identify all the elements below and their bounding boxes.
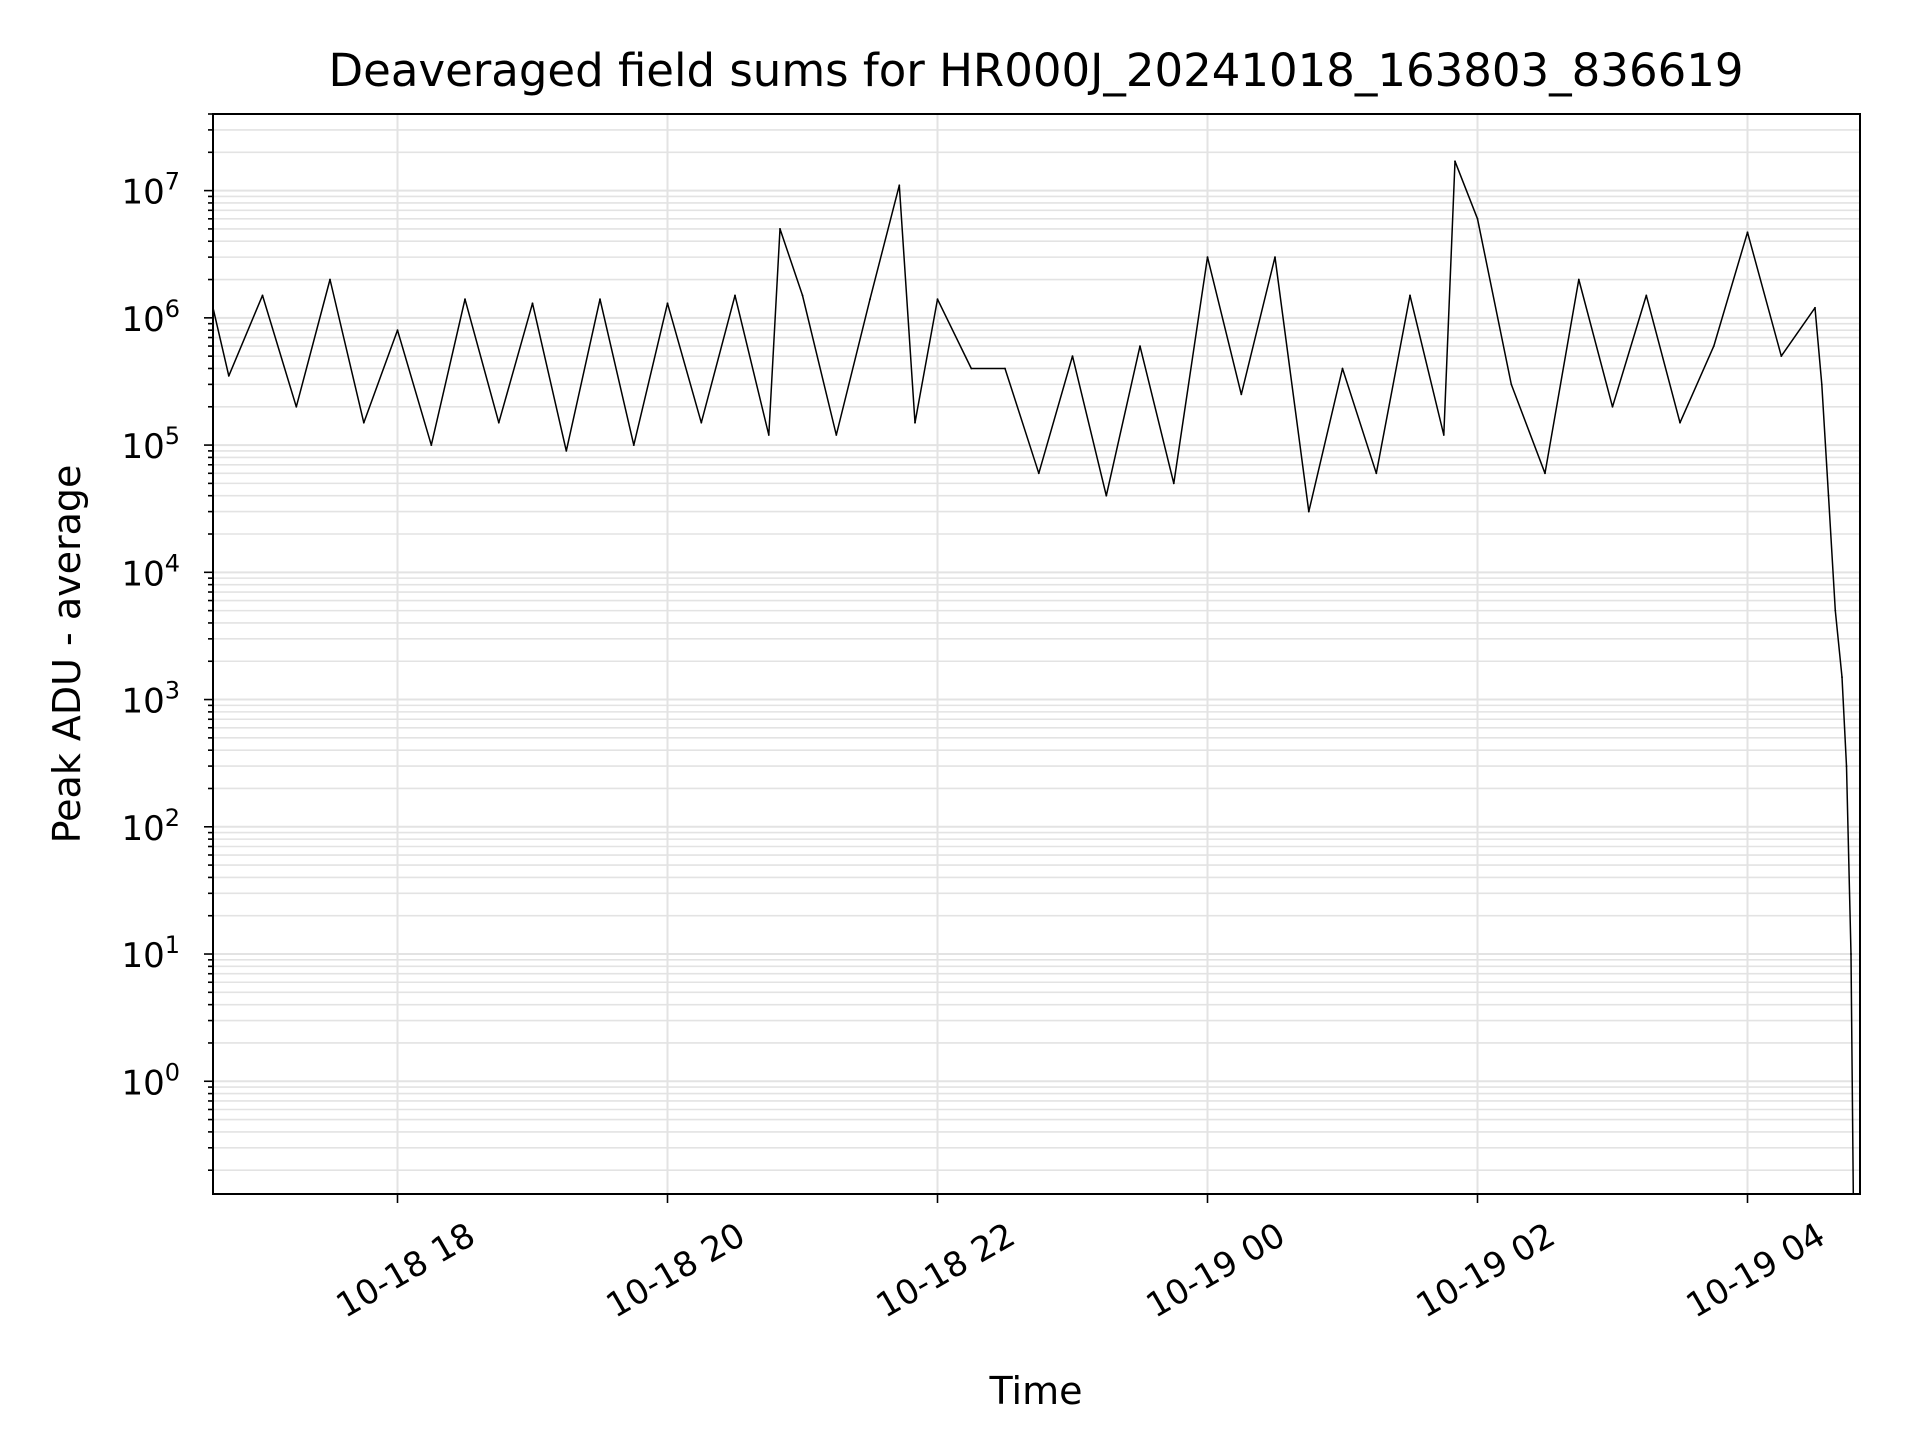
data-point xyxy=(1827,494,1830,497)
data-point xyxy=(767,434,770,436)
data-point xyxy=(1375,472,1378,475)
data-point xyxy=(914,421,916,424)
data-point xyxy=(1850,953,1852,955)
y-tick-label: 103 xyxy=(121,677,180,722)
data-point xyxy=(666,302,669,305)
y-axis-label: Peak ADU - average xyxy=(45,465,89,844)
y-tick-label: 104 xyxy=(121,549,180,594)
data-point xyxy=(227,375,230,377)
data-point xyxy=(898,184,901,187)
data-point xyxy=(869,298,871,301)
y-tick-label: 101 xyxy=(121,931,180,976)
data-point xyxy=(632,444,635,446)
data-point xyxy=(1454,160,1456,163)
data-point xyxy=(1240,393,1243,396)
data-point xyxy=(936,298,939,301)
data-point xyxy=(464,298,466,301)
data-point xyxy=(1274,256,1276,258)
data-point xyxy=(599,298,601,301)
x-axis-label: Time xyxy=(989,1369,1083,1413)
data-point xyxy=(1105,494,1108,497)
data-point xyxy=(1577,278,1580,281)
data-point xyxy=(1679,421,1681,424)
data-point xyxy=(1544,472,1546,475)
data-point xyxy=(329,278,331,281)
plot-frame xyxy=(212,113,1861,1195)
data-point xyxy=(1746,231,1749,234)
data-point xyxy=(1510,383,1513,386)
x-tick-label: 10-18 18 xyxy=(330,1215,482,1326)
data-point xyxy=(497,421,500,424)
data-point xyxy=(1841,676,1843,678)
data-point xyxy=(779,228,781,230)
data-point xyxy=(1172,482,1175,485)
data-point xyxy=(1712,345,1715,347)
data-point xyxy=(1814,306,1816,309)
data-point xyxy=(1834,609,1837,612)
data-point xyxy=(1037,472,1040,475)
x-tick-label: 10-18 20 xyxy=(600,1215,752,1326)
chart-title: Deaveraged field sums for HR000J_2024101… xyxy=(329,44,1744,97)
x-tick-label: 10-18 22 xyxy=(870,1215,1022,1326)
y-tick-label: 105 xyxy=(121,422,180,467)
y-tick-label: 102 xyxy=(121,804,180,849)
data-point xyxy=(1645,294,1648,297)
data-point xyxy=(700,421,703,424)
data-point xyxy=(1476,217,1479,220)
data-point xyxy=(1820,383,1823,386)
data-point xyxy=(1780,355,1783,357)
series-layer xyxy=(212,160,1855,1195)
data-point xyxy=(430,444,433,446)
data-point xyxy=(1139,345,1141,347)
data-point xyxy=(1307,510,1310,513)
data-point xyxy=(362,421,365,424)
data-point xyxy=(1004,367,1006,370)
data-point xyxy=(970,367,973,370)
y-tick-label: 106 xyxy=(121,295,180,340)
data-point xyxy=(396,329,399,332)
x-tick-label: 10-19 00 xyxy=(1140,1215,1292,1326)
data-point xyxy=(531,302,534,305)
y-tick-label: 107 xyxy=(121,168,180,213)
data-point xyxy=(801,294,804,297)
x-tick-label: 10-19 02 xyxy=(1410,1215,1562,1326)
data-point xyxy=(1071,355,1074,357)
data-point xyxy=(734,294,736,297)
data-point xyxy=(295,405,298,408)
series-line xyxy=(212,160,1855,1195)
grid xyxy=(213,113,1860,1194)
data-point xyxy=(835,434,838,436)
y-tick-label: 100 xyxy=(121,1058,180,1103)
x-tick-label: 10-19 04 xyxy=(1680,1215,1832,1326)
data-point xyxy=(1442,434,1445,436)
data-point xyxy=(1206,256,1209,258)
data-point xyxy=(1845,765,1848,767)
data-point xyxy=(261,294,264,297)
data-point xyxy=(1409,294,1411,297)
data-point xyxy=(565,450,568,452)
data-point xyxy=(1611,405,1614,408)
data-point xyxy=(1341,367,1344,370)
